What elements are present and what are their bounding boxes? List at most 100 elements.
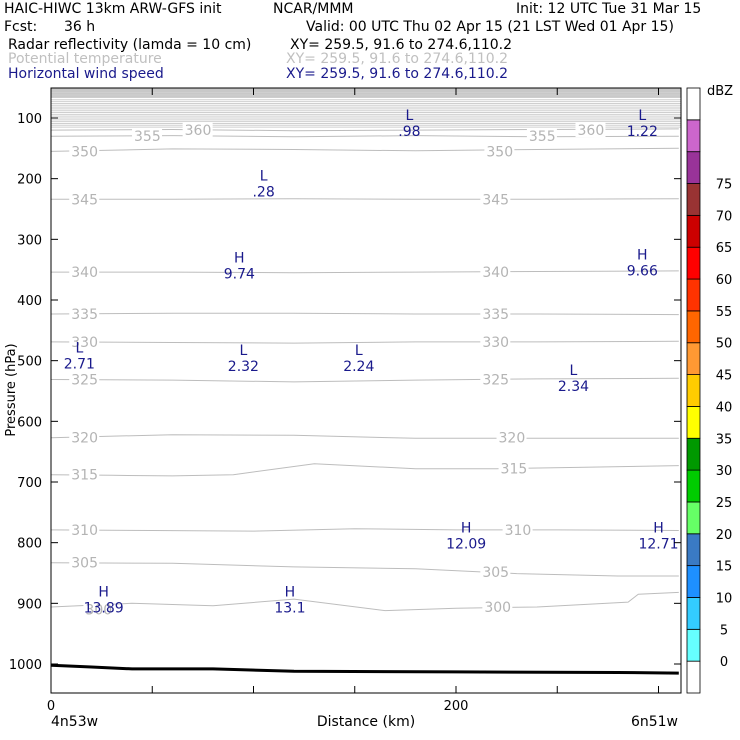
colorbar-swatch <box>686 501 701 535</box>
theta-label-bg <box>69 554 100 570</box>
theta-label: 350 <box>486 144 513 160</box>
wind-extremum-value: 1.22 <box>627 124 658 140</box>
colorbar-swatch <box>686 597 701 630</box>
colorbar-swatch <box>686 374 701 407</box>
theta-label-bg <box>480 333 511 349</box>
colorbar-swatch <box>686 342 701 375</box>
theta-label: 345 <box>482 192 509 208</box>
colorbar: 0 5 10 15 20 25 30 35 40 45 50 55 60 65 70 75 dBZ <box>686 84 733 694</box>
wind-extremum-value: 9.66 <box>627 264 658 280</box>
wind-extremum-type: H <box>285 584 296 600</box>
theta-label-bg <box>502 521 533 537</box>
theta-label-bg <box>182 122 213 138</box>
x-tick-label: 0 <box>47 699 55 714</box>
wind-extremum-value: .98 <box>398 124 420 140</box>
colorbar-level-label: 15 <box>716 560 733 575</box>
wind-extremum-type: H <box>98 584 109 600</box>
field-wind-name: Horizontal wind speed <box>8 66 164 82</box>
theta-contour-340 <box>51 270 679 274</box>
theta-label: 335 <box>71 307 98 323</box>
y-tick-label: 600 <box>17 415 42 430</box>
wind-extremum-type: L <box>638 108 646 124</box>
theta-label-bg <box>482 598 513 614</box>
colorbar-swatch <box>686 214 701 248</box>
colorbar-swatch <box>686 87 701 121</box>
wind-extremum-value: 9.74 <box>224 267 255 283</box>
theta-label: 355 <box>134 129 161 145</box>
wind-extremum-type: L <box>75 340 83 356</box>
colorbar-swatch <box>686 119 701 153</box>
colorbar-level-label: 55 <box>716 305 733 320</box>
theta-label: 310 <box>505 523 532 539</box>
theta-label-bg <box>69 371 100 387</box>
y-tick-label: 400 <box>17 294 42 309</box>
theta-label: 315 <box>71 468 98 484</box>
wind-extremum-value: .28 <box>252 185 274 201</box>
theta-contour-350 <box>50 147 679 152</box>
x-left-end-label: 4n53w <box>51 714 98 730</box>
theta-contour-300 <box>50 591 679 612</box>
theta-label-bg <box>69 333 100 349</box>
colorbar-unit: dBZ <box>707 84 733 99</box>
wind-extremum-value: 12.09 <box>446 537 486 553</box>
y-tick-label: 1000 <box>9 658 42 673</box>
field-theta-xy: XY= 259.5, 91.6 to 274.6,110.2 <box>286 51 509 67</box>
wind-extremum-type: H <box>461 521 472 537</box>
y-tick-label: 100 <box>17 112 42 127</box>
terrain-profile <box>50 663 679 675</box>
colorbar-level-label: 35 <box>716 432 733 447</box>
theta-label: 325 <box>482 372 509 388</box>
theta-label: 355 <box>529 129 556 145</box>
theta-contour-345 <box>51 198 679 200</box>
header-fcst-value: 36 h <box>64 19 96 35</box>
colorbar-swatch <box>686 628 701 662</box>
theta-contour-325 <box>50 377 679 383</box>
theta-label-bg <box>480 191 511 207</box>
theta-contour-320 <box>50 434 679 439</box>
colorbar-level-label: 25 <box>716 496 733 511</box>
y-tick-label: 300 <box>17 233 42 248</box>
wind-extremum-value: 2.71 <box>64 356 95 372</box>
colorbar-swatch <box>686 246 701 280</box>
y-tick-label: 800 <box>17 537 42 552</box>
colorbar-level-label: 50 <box>716 337 733 352</box>
theta-label-bg <box>480 264 511 280</box>
theta-label-bg <box>484 143 515 159</box>
theta-label-bg <box>498 460 529 476</box>
wind-extremum-type: L <box>260 169 268 185</box>
colorbar-swatch <box>686 406 701 439</box>
colorbar-swatch <box>686 151 701 184</box>
colorbar-swatch <box>686 437 701 471</box>
theta-label: 305 <box>71 556 98 572</box>
wind-extremum-value: 13.89 <box>84 600 124 616</box>
theta-label-bg <box>69 143 100 159</box>
theta-label-bg <box>480 305 511 321</box>
theta-label-bg <box>526 128 557 144</box>
colorbar-level-label: 65 <box>716 241 733 256</box>
theta-label: 315 <box>501 462 528 478</box>
y-axis-label: Pressure (hPa) <box>4 343 19 436</box>
theta-label: 330 <box>71 335 98 351</box>
wind-extremum-type: H <box>234 251 245 267</box>
colorbar-level-label: 5 <box>720 623 728 638</box>
theta-contour-310 <box>50 528 679 532</box>
theta-contour-330 <box>50 340 679 344</box>
wind-extremum-type: L <box>570 363 578 379</box>
wind-extremum-value: 2.34 <box>558 379 589 395</box>
header-init: Init: 12 UTC Tue 31 Mar 15 <box>516 1 702 17</box>
field-wind-xy: XY= 259.5, 91.6 to 274.6,110.2 <box>286 66 509 82</box>
colorbar-swatch <box>686 310 701 344</box>
field-reflectivity-xy: XY= 259.5, 91.6 to 274.6,110.2 <box>290 37 513 53</box>
wind-extremum-type: L <box>239 343 247 359</box>
x-tick-label: 200 <box>444 699 469 714</box>
wind-extremum-value: 2.24 <box>343 359 374 375</box>
theta-label: 310 <box>71 523 98 539</box>
theta-label: 360 <box>578 123 605 139</box>
y-tick-label: 700 <box>17 476 42 491</box>
colorbar-level-label: 10 <box>716 591 733 606</box>
colorbar-level-label: 70 <box>716 209 733 224</box>
x-right-end-label: 6n51w <box>631 714 678 730</box>
field-reflectivity-name: Radar reflectivity (lamda = 10 cm) <box>8 37 252 53</box>
